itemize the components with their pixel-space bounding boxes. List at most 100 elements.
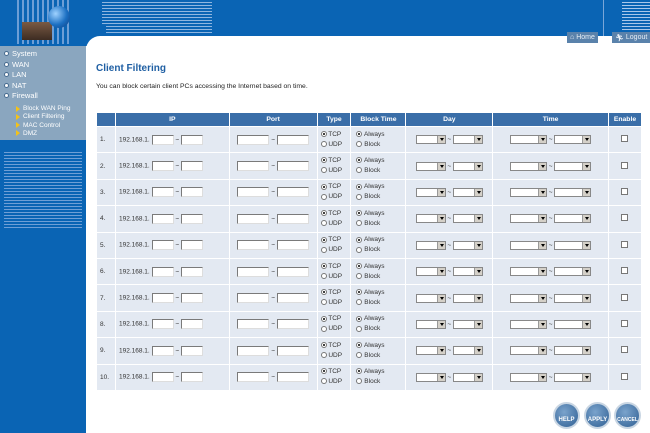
sidebar-item-system[interactable]: System: [4, 49, 37, 58]
dropdown[interactable]: [554, 293, 592, 303]
ip-start-input[interactable]: [151, 161, 174, 172]
udp-radio[interactable]: [320, 140, 327, 147]
dropdown[interactable]: [415, 187, 446, 197]
tcp-radio[interactable]: [320, 130, 327, 137]
ip-start-input[interactable]: [151, 319, 174, 330]
block-radio[interactable]: [356, 246, 363, 253]
always-radio[interactable]: [356, 210, 363, 217]
dropdown[interactable]: [509, 240, 547, 250]
dropdown[interactable]: [415, 293, 446, 303]
enable-checkbox[interactable]: [621, 135, 629, 143]
block-radio[interactable]: [356, 299, 363, 306]
block-radio[interactable]: [356, 272, 363, 279]
sidebar-subitem-dmz[interactable]: DMZ: [16, 130, 37, 137]
dropdown[interactable]: [554, 214, 592, 224]
dropdown[interactable]: [415, 161, 446, 171]
udp-radio[interactable]: [320, 193, 327, 200]
port-end-input[interactable]: [276, 293, 309, 304]
port-start-input[interactable]: [237, 372, 270, 383]
enable-checkbox[interactable]: [621, 187, 629, 195]
ip-start-input[interactable]: [151, 134, 174, 145]
tcp-radio[interactable]: [320, 183, 327, 190]
dropdown[interactable]: [415, 372, 446, 382]
dropdown[interactable]: [554, 372, 592, 382]
enable-checkbox[interactable]: [621, 372, 629, 380]
apply-button[interactable]: APPLY: [584, 402, 611, 429]
udp-radio[interactable]: [320, 167, 327, 174]
always-radio[interactable]: [356, 368, 363, 375]
udp-radio[interactable]: [320, 325, 327, 332]
enable-checkbox[interactable]: [621, 267, 629, 275]
ip-end-input[interactable]: [180, 213, 203, 224]
tcp-radio[interactable]: [320, 210, 327, 217]
always-radio[interactable]: [356, 236, 363, 243]
port-start-input[interactable]: [237, 134, 270, 145]
sidebar-subitem-block-wan-ping[interactable]: Block WAN Ping: [16, 105, 70, 112]
dropdown[interactable]: [554, 135, 592, 145]
port-start-input[interactable]: [237, 187, 270, 198]
block-radio[interactable]: [356, 325, 363, 332]
sidebar-item-lan[interactable]: LAN: [4, 70, 27, 79]
cancel-button[interactable]: CANCEL: [614, 402, 641, 429]
always-radio[interactable]: [356, 262, 363, 269]
block-radio[interactable]: [356, 140, 363, 147]
always-radio[interactable]: [356, 342, 363, 349]
dropdown[interactable]: [509, 161, 547, 171]
port-end-input[interactable]: [276, 187, 309, 198]
tcp-radio[interactable]: [320, 368, 327, 375]
ip-start-input[interactable]: [151, 240, 174, 251]
dropdown[interactable]: [509, 135, 547, 145]
ip-end-input[interactable]: [180, 319, 203, 330]
port-end-input[interactable]: [276, 213, 309, 224]
dropdown[interactable]: [415, 214, 446, 224]
block-radio[interactable]: [356, 193, 363, 200]
dropdown[interactable]: [453, 372, 484, 382]
enable-checkbox[interactable]: [621, 319, 629, 327]
port-end-input[interactable]: [276, 134, 309, 145]
port-start-input[interactable]: [237, 293, 270, 304]
ip-end-input[interactable]: [180, 266, 203, 277]
port-end-input[interactable]: [276, 319, 309, 330]
sidebar-item-firewall[interactable]: Firewall: [4, 91, 38, 100]
always-radio[interactable]: [356, 315, 363, 322]
dropdown[interactable]: [415, 240, 446, 250]
dropdown[interactable]: [554, 240, 592, 250]
ip-start-input[interactable]: [151, 266, 174, 277]
dropdown[interactable]: [509, 187, 547, 197]
ip-start-input[interactable]: [151, 345, 174, 356]
logout-button[interactable]: 🏃︎ Logout: [612, 32, 650, 43]
tcp-radio[interactable]: [320, 315, 327, 322]
ip-end-input[interactable]: [180, 293, 203, 304]
dropdown[interactable]: [453, 267, 484, 277]
enable-checkbox[interactable]: [621, 214, 629, 222]
ip-start-input[interactable]: [151, 213, 174, 224]
dropdown[interactable]: [453, 319, 484, 329]
tcp-radio[interactable]: [320, 236, 327, 243]
dropdown[interactable]: [554, 267, 592, 277]
udp-radio[interactable]: [320, 220, 327, 227]
ip-end-input[interactable]: [180, 372, 203, 383]
home-button[interactable]: ⌂ Home: [567, 32, 598, 43]
dropdown[interactable]: [453, 346, 484, 356]
port-end-input[interactable]: [276, 266, 309, 277]
dropdown[interactable]: [554, 187, 592, 197]
dropdown[interactable]: [509, 319, 547, 329]
tcp-radio[interactable]: [320, 289, 327, 296]
dropdown[interactable]: [509, 346, 547, 356]
dropdown[interactable]: [554, 161, 592, 171]
udp-radio[interactable]: [320, 352, 327, 359]
ip-end-input[interactable]: [180, 187, 203, 198]
always-radio[interactable]: [356, 130, 363, 137]
always-radio[interactable]: [356, 157, 363, 164]
tcp-radio[interactable]: [320, 157, 327, 164]
ip-end-input[interactable]: [180, 345, 203, 356]
tcp-radio[interactable]: [320, 262, 327, 269]
udp-radio[interactable]: [320, 246, 327, 253]
port-end-input[interactable]: [276, 240, 309, 251]
port-start-input[interactable]: [237, 161, 270, 172]
dropdown[interactable]: [415, 135, 446, 145]
udp-radio[interactable]: [320, 378, 327, 385]
block-radio[interactable]: [356, 378, 363, 385]
block-radio[interactable]: [356, 167, 363, 174]
port-start-input[interactable]: [237, 345, 270, 356]
